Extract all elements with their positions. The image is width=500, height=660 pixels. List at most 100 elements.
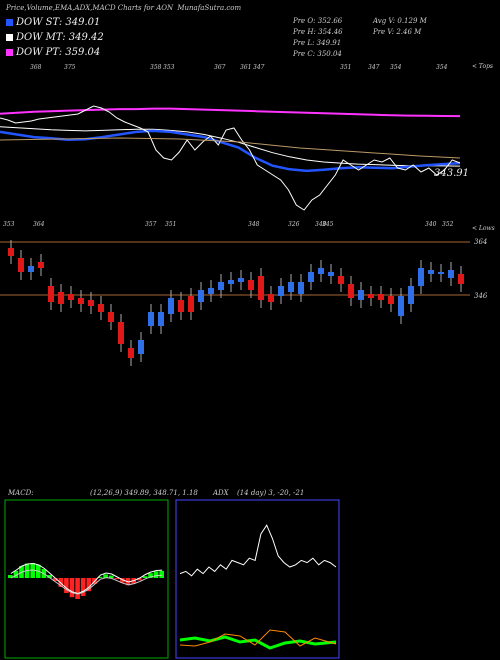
candle-35 — [358, 290, 364, 300]
candle-21 — [218, 282, 224, 290]
candles-layer — [8, 240, 464, 366]
candle-41 — [418, 268, 424, 286]
macd-bar-10 — [64, 578, 69, 593]
candle-4 — [48, 286, 54, 302]
macd-bar-26 — [153, 571, 159, 578]
candle-32 — [328, 272, 334, 276]
legend-dow-st: DOW ST: 349.01 — [6, 17, 100, 28]
legend-swatch-mt — [6, 34, 13, 41]
ohlc-high: Pre H: 354.46 — [293, 28, 343, 36]
candle-8 — [88, 300, 94, 306]
candle-33 — [338, 276, 344, 284]
price-ema-layer — [0, 105, 461, 211]
bottom-number-0: 353 — [3, 221, 15, 228]
title-text: Price,Volume,EMA,ADX,MACD Charts for AON — [6, 4, 174, 12]
top-number-10: 354 — [436, 64, 448, 71]
top-number-6: 347 — [253, 64, 265, 71]
macd-bar-25 — [148, 573, 153, 578]
bottom-number-5: 326 — [288, 221, 300, 228]
ema-line-2 — [0, 107, 461, 118]
legend-dow-mt: DOW MT: 349.42 — [6, 32, 104, 43]
top-number-8: 347 — [368, 64, 380, 71]
adx-panel — [175, 499, 340, 659]
macd-layer — [8, 562, 164, 599]
legend-swatch-pt — [6, 49, 13, 56]
candle-13 — [138, 340, 144, 354]
macd-signal-line — [10, 569, 163, 595]
top-number-3: 353 — [163, 64, 175, 71]
candle-7 — [78, 298, 84, 304]
top-number-9: 354 — [390, 64, 402, 71]
macd-bar-16 — [97, 576, 103, 578]
candle-39 — [398, 296, 404, 316]
candle-42 — [428, 270, 434, 274]
candle-19 — [198, 290, 204, 302]
site-text: MunafaSutra.com — [177, 4, 242, 12]
candle-17 — [178, 300, 184, 312]
macd-bar-7 — [47, 575, 52, 578]
ohlc-open: Pre O: 352.66 — [293, 17, 343, 25]
legend-label-st: DOW ST: 349.01 — [16, 17, 101, 28]
candle-18 — [188, 296, 194, 312]
candle-28 — [288, 282, 294, 292]
macd-bar-19 — [114, 578, 120, 580]
lows-label: < Lows — [472, 225, 495, 232]
candle-20 — [208, 288, 214, 294]
ema-aux-line — [0, 137, 461, 159]
macd-bar-23 — [137, 578, 142, 581]
macd-bar-13 — [80, 578, 86, 596]
candle-10 — [108, 312, 114, 322]
candle-40 — [408, 286, 414, 304]
candle-38 — [388, 296, 394, 304]
bottom-number-4: 348 — [248, 221, 260, 228]
macd-bar-8 — [52, 578, 58, 581]
adx-label: ADX — [213, 489, 229, 497]
bottom-number-2: 357 — [145, 221, 157, 228]
bottom-number-6: 340 — [315, 221, 327, 228]
ohlc-close: Pre C: 350.04 — [293, 50, 342, 58]
pre-volume: Pre V: 2.46 M — [373, 28, 422, 36]
macd-bar-20 — [120, 578, 125, 583]
candle-3 — [38, 262, 44, 268]
bottom-number-8: 340 — [425, 221, 437, 228]
candle-11 — [118, 322, 124, 344]
bottom-number-7: 345 — [322, 221, 334, 228]
legend-label-pt: DOW PT: 359.04 — [16, 47, 101, 58]
candle-6 — [68, 294, 74, 300]
candle-23 — [238, 278, 244, 282]
bottom-number-3: 351 — [165, 221, 177, 228]
macd-bar-1 — [13, 570, 19, 578]
lower-level-label: 346 — [474, 292, 488, 300]
legend-dow-pt: DOW PT: 359.04 — [6, 47, 100, 58]
adx-di-minus-line — [179, 635, 337, 650]
macd-line — [10, 562, 163, 595]
candle-5 — [58, 292, 64, 304]
top-number-2: 358 — [150, 64, 162, 71]
candle-25 — [258, 276, 264, 300]
last-price-label: 343.91 — [434, 168, 469, 179]
candle-22 — [228, 280, 234, 284]
macd-bar-17 — [103, 574, 108, 578]
legend-swatch-st — [6, 19, 13, 26]
top-number-4: 367 — [214, 64, 226, 71]
top-number-7: 351 — [340, 64, 352, 71]
candle-14 — [148, 312, 154, 326]
candle-12 — [128, 348, 134, 358]
candle-0 — [8, 248, 14, 256]
macd-bar-12 — [75, 578, 80, 599]
candle-27 — [278, 286, 284, 296]
top-number-5: 361 — [240, 64, 252, 71]
candle-34 — [348, 284, 354, 298]
candle-15 — [158, 312, 164, 326]
candle-9 — [98, 304, 104, 312]
macd-bar-24 — [142, 576, 148, 578]
price-line — [0, 105, 461, 211]
adx-di-plus-line — [179, 629, 337, 647]
macd-label: MACD: — [8, 489, 34, 497]
adx-line — [179, 524, 337, 577]
tops-label: < Tops — [472, 63, 494, 70]
macd-bar-0 — [8, 575, 13, 578]
ohlc-low: Pre L: 349.91 — [293, 39, 342, 47]
upper-level-label: 364 — [474, 238, 488, 246]
